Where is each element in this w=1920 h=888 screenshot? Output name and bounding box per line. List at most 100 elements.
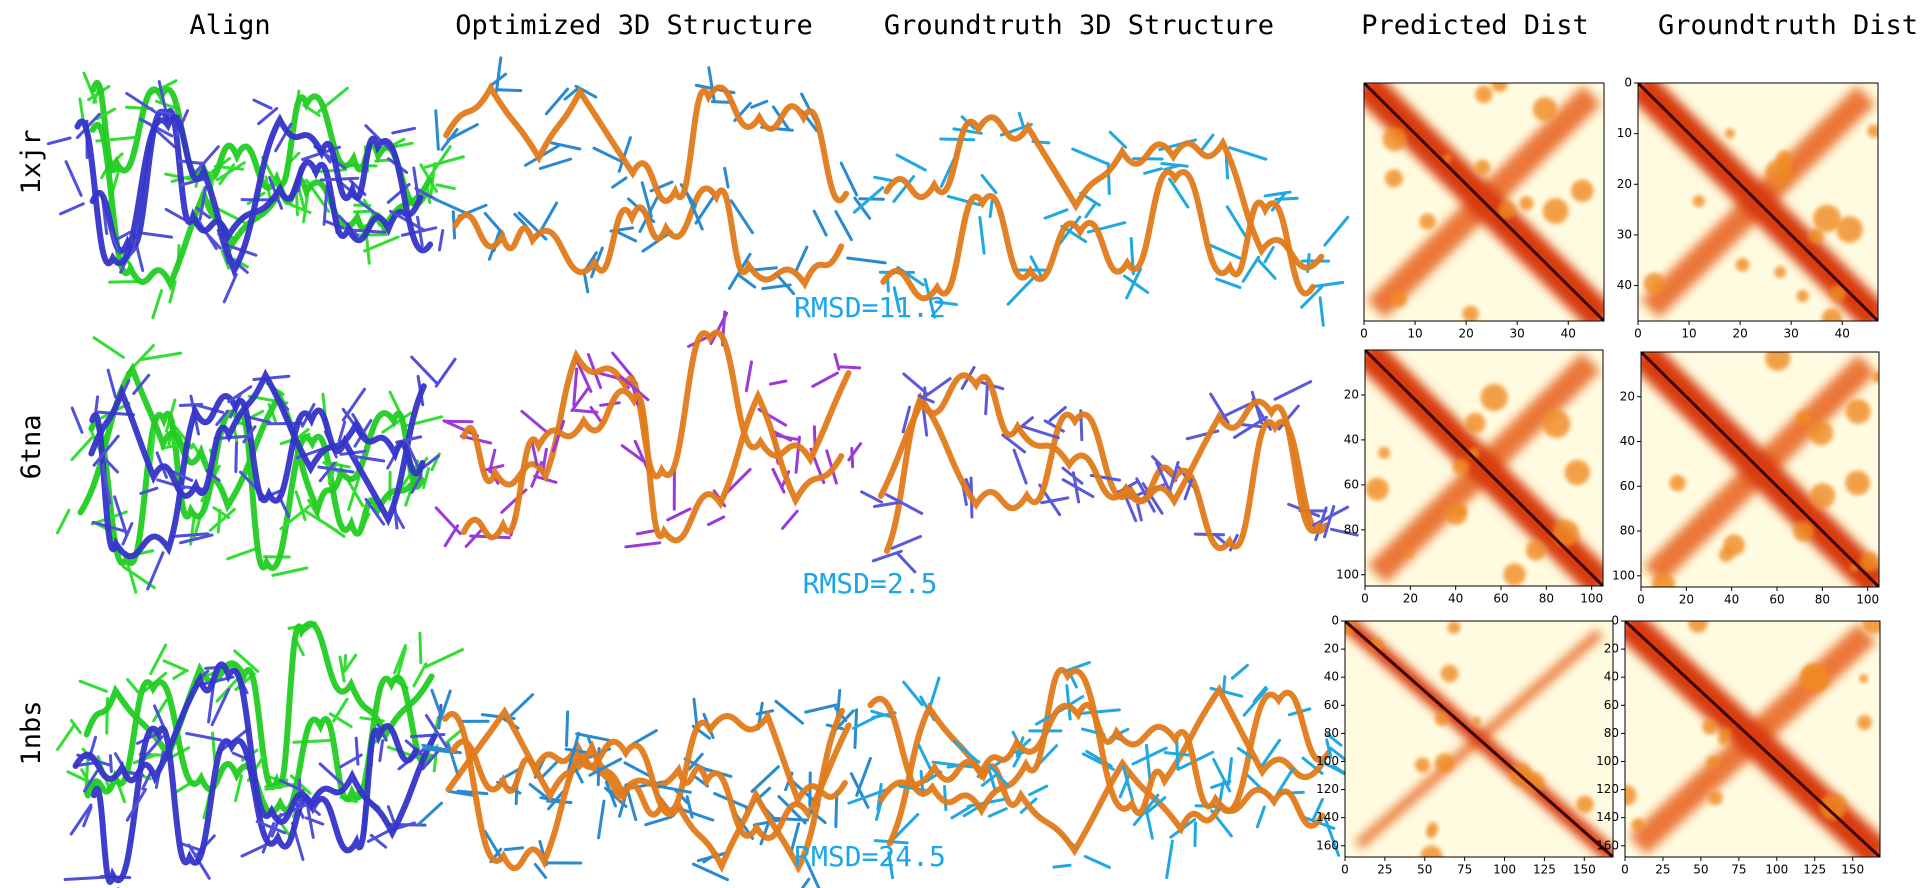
base-stick bbox=[1123, 274, 1150, 294]
base-stick bbox=[1311, 797, 1324, 822]
x-tick-label: 125 bbox=[1533, 863, 1556, 877]
backbone bbox=[74, 113, 434, 278]
x-tick-label: 20 bbox=[1679, 593, 1694, 607]
base-stick bbox=[234, 441, 238, 473]
contact-blob bbox=[1706, 756, 1719, 769]
map-frame bbox=[1640, 351, 1880, 588]
y-tick-label: 20 bbox=[1604, 642, 1619, 656]
base-stick bbox=[194, 403, 225, 414]
base-stick bbox=[434, 357, 457, 388]
base-stick bbox=[750, 99, 769, 109]
base-stick bbox=[126, 562, 138, 594]
base-stick bbox=[59, 202, 85, 216]
base-stick bbox=[424, 648, 464, 669]
backbone bbox=[84, 674, 434, 815]
base-stick bbox=[148, 427, 157, 471]
contact-blob bbox=[1414, 757, 1431, 773]
x-tick-label: 75 bbox=[1457, 863, 1472, 877]
contact-blob bbox=[1426, 828, 1437, 839]
contact-blob bbox=[1692, 195, 1706, 208]
base-stick bbox=[337, 420, 347, 443]
x-tick-label: 150 bbox=[1573, 863, 1596, 877]
contact-blob bbox=[1669, 474, 1686, 492]
x-tick-label: 40 bbox=[1724, 593, 1739, 607]
base-stick bbox=[1063, 661, 1091, 673]
contact-blob bbox=[1532, 96, 1558, 122]
base-stick bbox=[750, 765, 780, 793]
base-stick bbox=[1322, 504, 1336, 539]
base-stick bbox=[488, 448, 497, 473]
base-stick bbox=[1068, 695, 1085, 707]
x-tick-label: 125 bbox=[1803, 863, 1826, 877]
base-stick bbox=[1208, 243, 1242, 260]
base-stick bbox=[1040, 496, 1070, 505]
base-stick bbox=[69, 803, 93, 836]
base-stick bbox=[332, 697, 349, 723]
structure bbox=[63, 661, 449, 888]
base-stick bbox=[412, 662, 428, 688]
base-stick bbox=[839, 161, 859, 197]
base-stick bbox=[391, 126, 417, 135]
backbone bbox=[445, 706, 848, 818]
base-stick bbox=[213, 434, 253, 441]
base-stick bbox=[1131, 746, 1168, 766]
base-stick bbox=[988, 199, 994, 219]
base-stick bbox=[412, 166, 420, 201]
base-stick bbox=[146, 551, 165, 591]
base-stick bbox=[255, 820, 287, 835]
base-stick bbox=[812, 209, 828, 237]
base-stick bbox=[539, 760, 559, 780]
base-stick bbox=[771, 467, 786, 494]
base-stick bbox=[538, 157, 573, 170]
base-stick bbox=[168, 280, 177, 304]
base-stick bbox=[564, 747, 589, 755]
base-stick bbox=[78, 679, 109, 693]
base-stick bbox=[328, 712, 353, 728]
base-stick bbox=[895, 153, 927, 172]
base-stick bbox=[180, 842, 205, 853]
base-stick bbox=[70, 406, 84, 434]
base-stick bbox=[185, 731, 222, 742]
base-stick bbox=[571, 408, 599, 414]
contact-blob bbox=[1434, 711, 1449, 726]
base-stick bbox=[437, 229, 445, 252]
base-stick bbox=[227, 385, 253, 404]
rmsd-label: RMSD=11.2 bbox=[794, 291, 946, 324]
x-tick-label: 30 bbox=[1784, 327, 1799, 341]
base-stick bbox=[418, 631, 423, 665]
x-tick-label: 60 bbox=[1493, 592, 1508, 606]
base-stick bbox=[1165, 839, 1174, 880]
diag-core bbox=[1345, 621, 1613, 857]
base-stick bbox=[234, 774, 244, 803]
base-stick bbox=[1228, 146, 1268, 161]
base-stick bbox=[755, 709, 775, 716]
base-stick bbox=[952, 740, 980, 764]
base-stick bbox=[687, 752, 704, 771]
base-stick bbox=[641, 230, 673, 253]
x-tick-label: 60 bbox=[1769, 593, 1784, 607]
contact-blob bbox=[1796, 410, 1812, 427]
base-stick bbox=[353, 209, 373, 214]
base-stick bbox=[588, 757, 623, 777]
base-stick bbox=[381, 411, 413, 434]
map-frame bbox=[1344, 620, 1614, 858]
base-stick bbox=[63, 875, 106, 882]
x-tick-label: 75 bbox=[1731, 863, 1746, 877]
y-tick-label: 60 bbox=[1324, 698, 1339, 712]
contact-blob bbox=[1836, 216, 1863, 243]
base-stick bbox=[364, 497, 386, 526]
base-stick bbox=[386, 805, 396, 825]
base-stick bbox=[794, 435, 801, 474]
y-tick-label: 80 bbox=[1620, 524, 1635, 538]
x-tick-label: 150 bbox=[1841, 863, 1864, 877]
base-stick bbox=[1135, 477, 1156, 513]
base-stick bbox=[194, 206, 212, 220]
base-stick bbox=[1084, 202, 1097, 219]
y-tick-label: 60 bbox=[1604, 698, 1619, 712]
backbone bbox=[72, 661, 438, 840]
base-stick bbox=[1225, 205, 1250, 242]
base-stick bbox=[847, 442, 863, 462]
base-stick bbox=[302, 189, 310, 224]
contact-blob bbox=[1564, 459, 1590, 486]
